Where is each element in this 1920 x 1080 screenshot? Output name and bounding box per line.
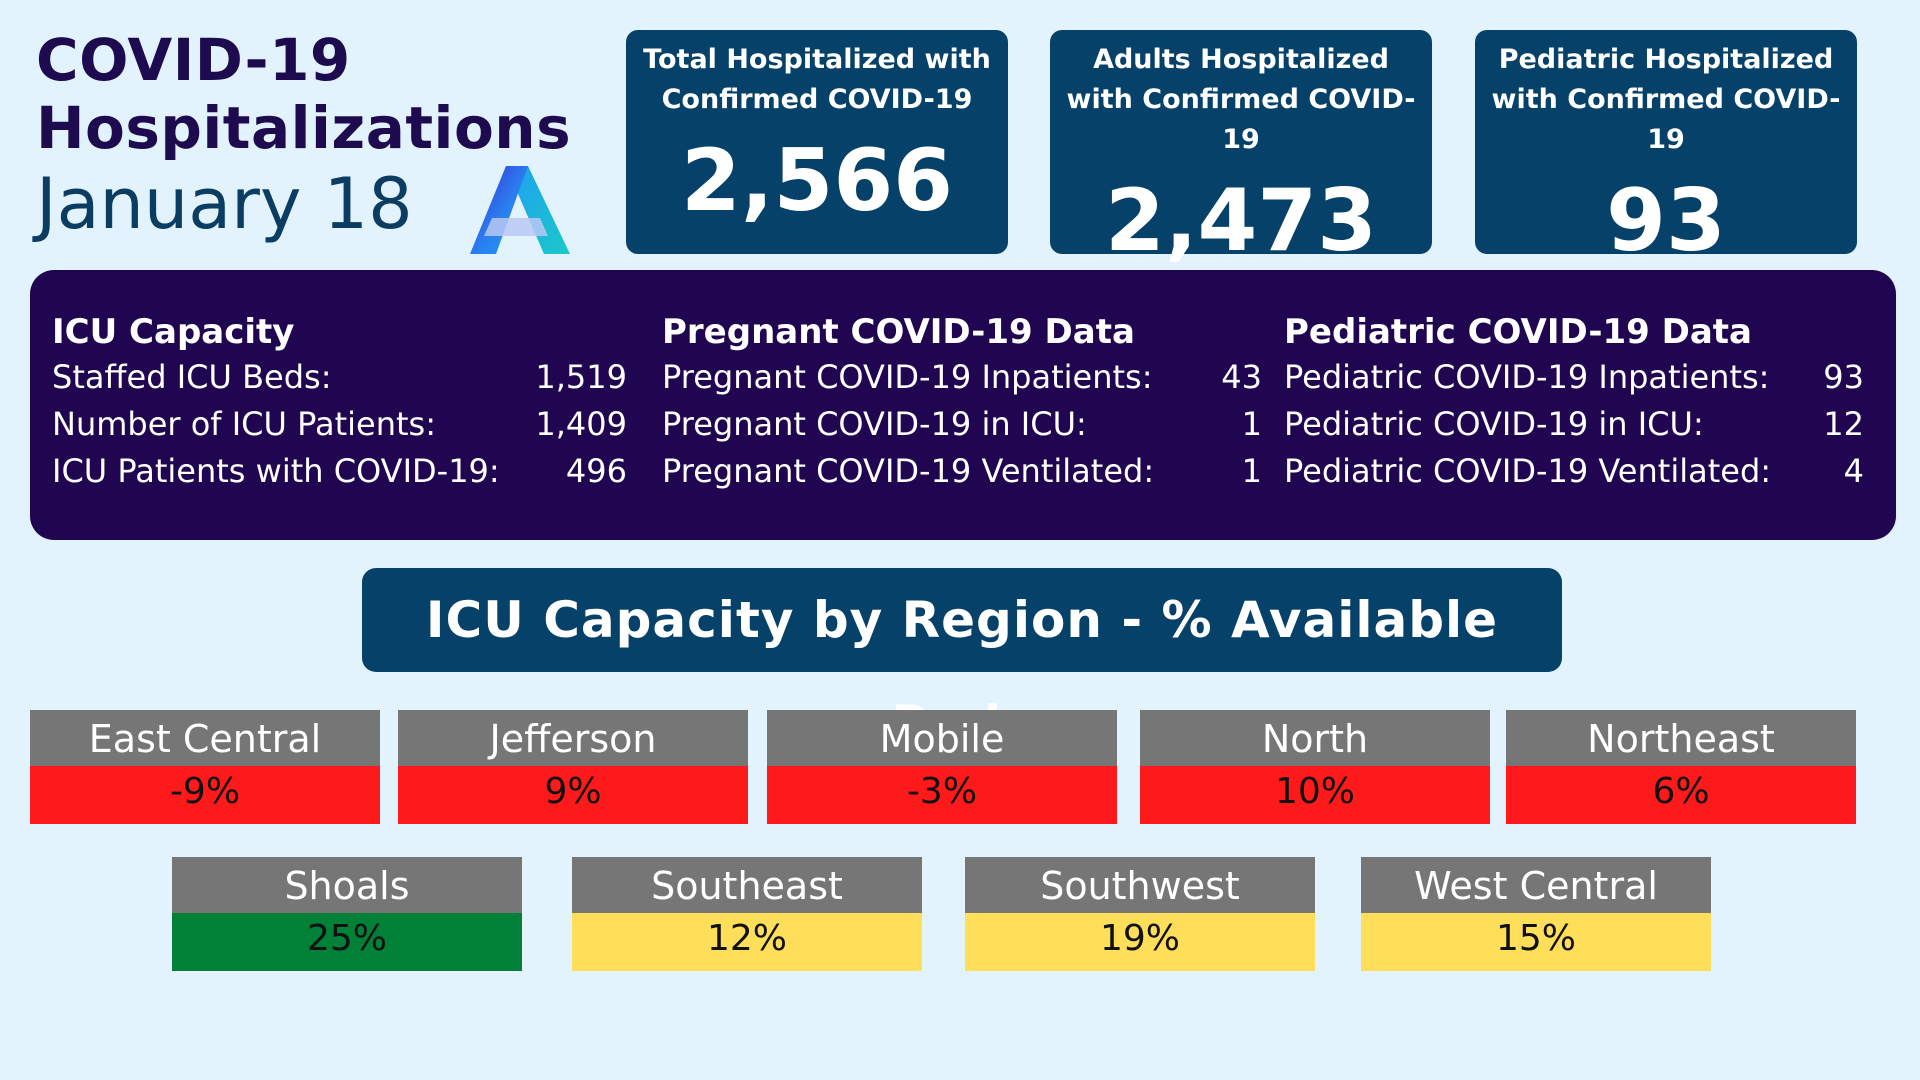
region-tile-mobile: Mobile -3%	[767, 710, 1117, 824]
section-heading: Pediatric COVID-19 Data	[1284, 312, 1752, 352]
row-label: Pregnant COVID-19 Inpatients:	[662, 358, 1153, 396]
region-available-beds: 10%	[1140, 766, 1490, 824]
info-row: Staffed ICU Beds: 1,519	[52, 354, 627, 401]
region-tile-east-central: East Central -9%	[30, 710, 380, 824]
pediatric-hospitalized-card: Pediatric Hospitalized with Confirmed CO…	[1475, 30, 1857, 266]
region-section-title: ICU Capacity by Region - % Available Bed…	[362, 568, 1562, 753]
region-name: Northeast	[1506, 710, 1856, 766]
region-available-beds: 12%	[572, 913, 922, 971]
region-tile-southwest: Southwest 19%	[965, 857, 1315, 971]
section-heading: Pregnant COVID-19 Data	[662, 312, 1135, 352]
row-label: Staffed ICU Beds:	[52, 358, 332, 396]
region-tile-west-central: West Central 15%	[1361, 857, 1711, 971]
row-label: Pediatric COVID-19 Ventilated:	[1284, 452, 1772, 490]
row-value: 496	[565, 452, 627, 490]
region-available-beds: -9%	[30, 766, 380, 824]
region-name: East Central	[30, 710, 380, 766]
region-available-beds: 25%	[172, 913, 522, 971]
info-row: Pediatric COVID-19 in ICU: 12	[1284, 401, 1864, 448]
row-label: Number of ICU Patients:	[52, 405, 436, 443]
stat-label: Pediatric Hospitalized with Confirmed CO…	[1491, 44, 1841, 155]
row-value: 1	[1241, 452, 1262, 490]
stat-value: 2,566	[680, 131, 954, 231]
page-title-line2: Hospitalizations	[36, 94, 572, 162]
region-name: West Central	[1361, 857, 1711, 913]
row-label: Pediatric COVID-19 in ICU:	[1284, 405, 1704, 443]
region-name: North	[1140, 710, 1490, 766]
capacity-info-panel: ICU Capacity Staffed ICU Beds: 1,519 Num…	[30, 270, 1896, 540]
info-row: Pregnant COVID-19 Inpatients: 43	[662, 354, 1262, 401]
row-label: Pregnant COVID-19 in ICU:	[662, 405, 1087, 443]
region-name: Mobile	[767, 710, 1117, 766]
page-title-block: COVID-19 Hospitalizations January 18	[36, 26, 596, 244]
report-date: January 18	[36, 163, 413, 245]
stat-label: Total Hospitalized with Confirmed COVID-…	[643, 44, 991, 115]
page-title-line1: COVID-19	[36, 26, 351, 94]
pregnant-data-section: Pregnant COVID-19 Data Pregnant COVID-19…	[662, 310, 1262, 495]
info-row: Number of ICU Patients: 1,409	[52, 401, 627, 448]
pediatric-data-section: Pediatric COVID-19 Data Pediatric COVID-…	[1284, 310, 1864, 495]
section-heading: ICU Capacity	[52, 312, 295, 352]
row-label: ICU Patients with COVID-19:	[52, 452, 500, 490]
row-value: 93	[1823, 358, 1864, 396]
region-tile-jefferson: Jefferson 9%	[398, 710, 748, 824]
region-available-beds: -3%	[767, 766, 1117, 824]
adph-triangle-logo-icon	[470, 166, 570, 254]
row-label: Pregnant COVID-19 Ventilated:	[662, 452, 1155, 490]
region-available-beds: 15%	[1361, 913, 1711, 971]
info-row: Pregnant COVID-19 Ventilated: 1	[662, 448, 1262, 495]
icu-capacity-section: ICU Capacity Staffed ICU Beds: 1,519 Num…	[52, 310, 627, 495]
region-tile-southeast: Southeast 12%	[572, 857, 922, 971]
row-value: 1,519	[535, 358, 627, 396]
stat-value: 2,473	[1104, 171, 1378, 271]
row-label: Pediatric COVID-19 Inpatients:	[1284, 358, 1770, 396]
region-available-beds: 19%	[965, 913, 1315, 971]
row-value: 1	[1241, 405, 1262, 443]
total-hospitalized-card: Total Hospitalized with Confirmed COVID-…	[626, 30, 1008, 254]
info-row: Pediatric COVID-19 Ventilated: 4	[1284, 448, 1864, 495]
info-row: Pediatric COVID-19 Inpatients: 93	[1284, 354, 1864, 401]
row-value: 4	[1843, 452, 1864, 490]
region-name: Shoals	[172, 857, 522, 913]
stat-label: Adults Hospitalized with Confirmed COVID…	[1066, 44, 1416, 155]
region-tile-northeast: Northeast 6%	[1506, 710, 1856, 824]
region-name: Jefferson	[398, 710, 748, 766]
info-row: ICU Patients with COVID-19: 496	[52, 448, 627, 495]
region-tile-north: North 10%	[1140, 710, 1490, 824]
info-row: Pregnant COVID-19 in ICU: 1	[662, 401, 1262, 448]
row-value: 12	[1823, 405, 1864, 443]
row-value: 43	[1221, 358, 1262, 396]
region-name: Southwest	[965, 857, 1315, 913]
stat-value: 93	[1606, 171, 1726, 271]
region-name: Southeast	[572, 857, 922, 913]
adults-hospitalized-card: Adults Hospitalized with Confirmed COVID…	[1050, 30, 1432, 266]
region-available-beds: 6%	[1506, 766, 1856, 824]
row-value: 1,409	[535, 405, 627, 443]
region-available-beds: 9%	[398, 766, 748, 824]
region-tile-shoals: Shoals 25%	[172, 857, 522, 971]
